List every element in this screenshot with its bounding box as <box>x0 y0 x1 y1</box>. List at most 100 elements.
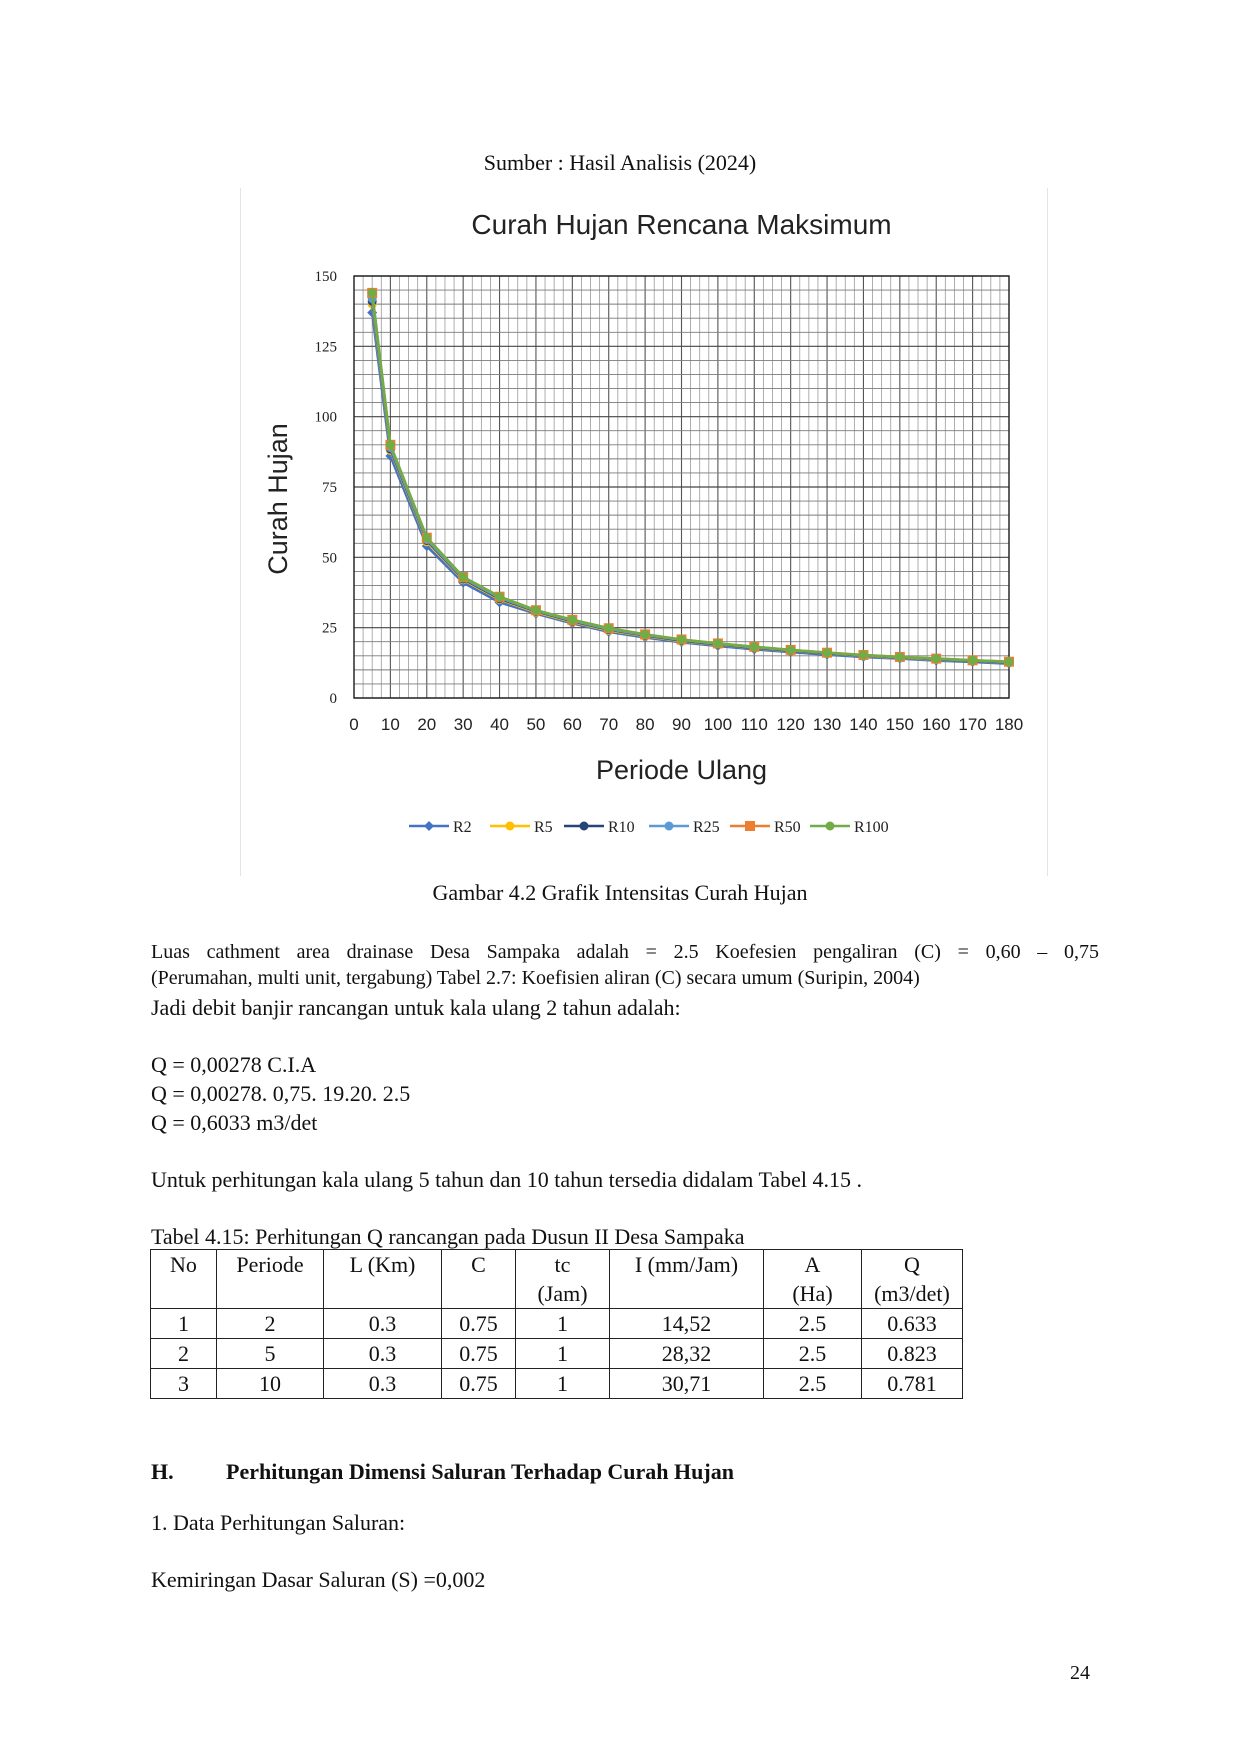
x-tick-label: 160 <box>922 715 950 734</box>
table-cell: 1 <box>150 1308 217 1339</box>
chart-figure: Curah Hujan Rencana Maksimum 0 25 50 75 100 12… <box>240 188 1048 876</box>
plot-area-border <box>353 275 1010 699</box>
table-body: 1 2 0.3 0.75 1 14,52 2.5 0.633 2 5 0.3 0… <box>150 1308 963 1399</box>
subsection-heading: 1. Data Perhitungan Saluran: <box>151 1510 406 1535</box>
table-cell: 0.75 <box>441 1368 516 1399</box>
table-cell: 1 <box>515 1308 610 1339</box>
header-periode: Periode <box>216 1249 324 1309</box>
catchment-paragraph-line-1: Luas cathment area drainase Desa Sampaka… <box>151 941 1099 963</box>
header-length: L (Km) <box>323 1249 442 1309</box>
table-header-row: No Periode L (Km) C tc (Jam) I (mm/Jam) A… <box>150 1249 963 1309</box>
x-tick-label: 40 <box>490 715 509 734</box>
data-point-r100 <box>713 638 723 648</box>
legend-marker-r5 <box>505 821 515 831</box>
table-cell: 0.3 <box>323 1308 442 1339</box>
table-row: 1 2 0.3 0.75 1 14,52 2.5 0.633 <box>150 1308 963 1339</box>
y-axis-label: Curah Hujan <box>263 423 293 575</box>
x-tick-label: 20 <box>417 715 436 734</box>
header-discharge: Q (m3/det) <box>861 1249 963 1309</box>
table-cell: 0.75 <box>441 1338 516 1369</box>
legend-label-r100: R100 <box>854 819 889 836</box>
header-no: No <box>150 1249 217 1309</box>
data-point-r100 <box>367 288 377 298</box>
data-point-r100 <box>858 650 868 660</box>
table-cell: 3 <box>150 1368 217 1399</box>
data-point-r100 <box>1004 657 1014 667</box>
equation-result: Q = 0,6033 m3/det <box>151 1110 318 1135</box>
data-point-r100 <box>495 592 505 602</box>
x-tick-label: 100 <box>704 715 732 734</box>
table-reference-paragraph: Untuk perhitungan kala ulang 5 tahun dan… <box>151 1167 863 1192</box>
x-tick-label: 50 <box>526 715 545 734</box>
x-tick-label: 180 <box>995 715 1023 734</box>
table-cell: 2.5 <box>763 1338 862 1369</box>
table-cell: 30,71 <box>609 1368 764 1399</box>
data-point-r100 <box>458 572 468 582</box>
table-cell: 5 <box>216 1338 324 1369</box>
table-cell: 28,32 <box>609 1338 764 1369</box>
data-point-r100 <box>677 634 686 644</box>
table-cell: 0.781 <box>861 1368 963 1399</box>
table-cell: 2 <box>150 1338 217 1369</box>
section-title: Perhitungan Dimensi Saluran Terhadap Cur… <box>226 1459 734 1484</box>
table-title: Tabel 4.15: Perhitungan Q rancangan pada… <box>151 1224 745 1249</box>
table-cell: 0.823 <box>861 1338 963 1369</box>
table-cell: 2.5 <box>763 1368 862 1399</box>
legend-label-r25: R25 <box>693 819 720 836</box>
header-coefficient: C <box>441 1249 516 1309</box>
y-tick-label: 75 <box>322 480 337 496</box>
data-point-r100 <box>749 642 759 652</box>
header-intensity: I (mm/Jam) <box>609 1249 764 1309</box>
header-area: A (Ha) <box>763 1249 862 1309</box>
rainfall-line-chart: Curah Hujan Rencana Maksimum 0 25 50 75 100 12… <box>263 209 1023 836</box>
y-tick-label: 0 <box>330 691 338 707</box>
data-point-r100 <box>822 648 832 658</box>
x-tick-label: 110 <box>741 715 768 734</box>
discharge-table: No Periode L (Km) C tc (Jam) I (mm/Jam) A… <box>150 1249 963 1399</box>
legend-marker-r2 <box>424 821 434 831</box>
x-tick-label: 80 <box>636 715 655 734</box>
y-tick-label: 25 <box>322 621 337 637</box>
data-point-r100 <box>640 629 650 639</box>
x-tick-label: 60 <box>563 715 582 734</box>
legend-marker-r100 <box>825 821 835 831</box>
table-cell: 2.5 <box>763 1308 862 1339</box>
data-point-r100 <box>531 605 541 615</box>
x-tick-label: 90 <box>672 715 691 734</box>
data-point-r100 <box>604 623 614 633</box>
table-cell: 0.3 <box>323 1368 442 1399</box>
y-tick-label: 100 <box>315 410 338 426</box>
x-tick-label: 10 <box>381 715 400 734</box>
data-point-r100 <box>895 652 905 662</box>
table-cell: 0.3 <box>323 1338 442 1369</box>
data-point-r100 <box>422 533 432 543</box>
x-tick-label: 70 <box>599 715 618 734</box>
table-cell: 0.633 <box>861 1308 963 1339</box>
legend-marker-r10 <box>579 821 589 831</box>
data-point-r100 <box>567 615 577 625</box>
section-number: H. <box>151 1459 174 1484</box>
equation-substitution: Q = 0,00278. 0,75. 19.20. 2.5 <box>151 1081 411 1106</box>
x-tick-label: 30 <box>454 715 473 734</box>
y-tick-label: 150 <box>315 269 338 285</box>
x-axis-label: Periode Ulang <box>596 755 767 785</box>
figure-caption: Gambar 4.2 Grafik Intensitas Curah Hujan <box>432 880 808 905</box>
y-tick-label: 50 <box>322 550 337 566</box>
table-row: 3 10 0.3 0.75 1 30,71 2.5 0.781 <box>150 1368 963 1399</box>
x-tick-label: 120 <box>776 715 804 734</box>
data-point-r100 <box>786 645 796 655</box>
table-cell: 0.75 <box>441 1308 516 1339</box>
table-header: No Periode L (Km) C tc (Jam) I (mm/Jam) A… <box>150 1249 963 1309</box>
page-number: 24 <box>1070 1662 1090 1684</box>
equation-formula: Q = 0,00278 C.I.A <box>151 1052 317 1077</box>
table-row: 2 5 0.3 0.75 1 28,32 2.5 0.823 <box>150 1338 963 1369</box>
data-point-r100 <box>931 654 941 664</box>
slope-line: Kemiringan Dasar Saluran (S) =0,002 <box>151 1567 486 1592</box>
data-point-r100 <box>968 655 978 665</box>
table-cell: 1 <box>515 1338 610 1369</box>
chart-title: Curah Hujan Rencana Maksimum <box>471 209 891 240</box>
header-tc: tc (Jam) <box>515 1249 610 1309</box>
x-tick-label: 150 <box>886 715 914 734</box>
legend-marker-r25 <box>664 821 674 831</box>
data-point-r100 <box>385 440 395 450</box>
